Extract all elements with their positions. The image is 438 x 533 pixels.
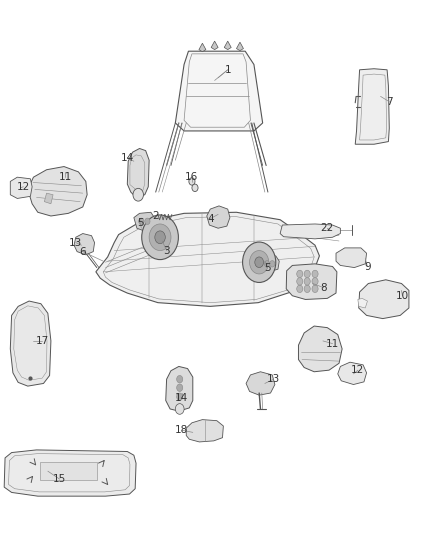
Circle shape [177,393,183,400]
Circle shape [312,285,318,293]
Polygon shape [11,177,32,198]
Circle shape [304,278,310,285]
Circle shape [175,403,184,414]
Text: 11: 11 [59,172,72,182]
Text: 3: 3 [163,246,170,255]
Polygon shape [96,212,319,306]
Polygon shape [355,69,389,144]
Polygon shape [336,248,367,268]
Circle shape [177,384,183,391]
Text: 14: 14 [121,152,134,163]
Polygon shape [11,301,51,386]
Text: 12: 12 [351,365,364,375]
Polygon shape [175,51,263,131]
Circle shape [270,261,275,267]
Text: 5: 5 [137,218,144,228]
Circle shape [255,257,264,268]
Text: 22: 22 [321,223,334,233]
Text: 4: 4 [207,214,214,224]
Text: 17: 17 [35,336,49,346]
Polygon shape [4,450,136,496]
Circle shape [297,278,303,285]
Text: 11: 11 [326,338,339,349]
Text: 5: 5 [264,263,270,272]
Circle shape [142,215,178,260]
Polygon shape [298,326,342,372]
Polygon shape [186,419,223,442]
Text: 10: 10 [396,290,409,301]
Circle shape [312,270,318,278]
Circle shape [250,251,269,274]
Polygon shape [207,206,230,228]
Circle shape [139,218,144,224]
Text: 7: 7 [386,96,392,107]
Text: 14: 14 [175,393,188,403]
Polygon shape [211,41,218,50]
Text: 13: 13 [69,238,82,247]
Polygon shape [359,280,409,319]
Circle shape [177,375,183,383]
Polygon shape [246,372,275,395]
Text: 18: 18 [175,425,188,435]
Circle shape [297,270,303,278]
Text: 8: 8 [321,283,327,293]
Text: 12: 12 [17,182,30,192]
Circle shape [155,231,165,244]
Circle shape [149,224,171,251]
Polygon shape [338,362,367,384]
Text: 1: 1 [224,65,231,75]
Circle shape [265,261,270,267]
Polygon shape [44,193,53,204]
Circle shape [312,278,318,285]
Polygon shape [280,224,340,239]
Polygon shape [127,149,149,197]
Text: 6: 6 [79,247,86,256]
Text: 15: 15 [53,474,66,484]
Polygon shape [134,212,154,230]
Text: 16: 16 [185,172,198,182]
Circle shape [192,184,198,191]
Text: 9: 9 [364,262,371,271]
Polygon shape [199,43,206,52]
Text: 2: 2 [152,211,159,221]
Polygon shape [166,367,193,411]
Polygon shape [259,256,279,272]
Circle shape [243,242,276,282]
Polygon shape [224,41,231,50]
Text: 13: 13 [267,374,280,384]
Polygon shape [358,298,367,308]
Polygon shape [40,462,97,480]
Circle shape [304,270,310,278]
Circle shape [145,218,150,224]
Polygon shape [74,233,95,255]
Circle shape [133,188,144,201]
Circle shape [297,285,303,293]
Polygon shape [286,264,337,300]
Polygon shape [28,166,87,216]
Circle shape [189,177,195,185]
Polygon shape [237,42,244,51]
Circle shape [304,285,310,293]
